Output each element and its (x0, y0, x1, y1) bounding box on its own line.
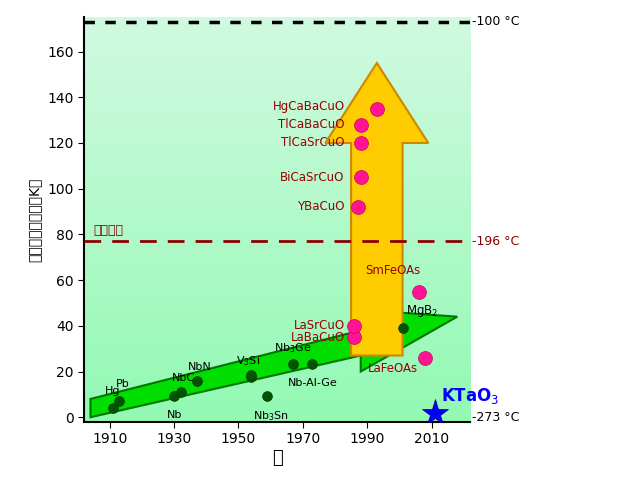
X-axis label: 年: 年 (272, 449, 282, 467)
Text: TlCaSrCuO: TlCaSrCuO (281, 136, 345, 149)
Text: Nb-Al-Ge: Nb-Al-Ge (287, 378, 337, 388)
Text: NbN: NbN (188, 362, 212, 372)
Text: MgB$_2$: MgB$_2$ (406, 303, 438, 319)
Text: LaBaCuO: LaBaCuO (291, 331, 345, 344)
Text: BiCaSrCuO: BiCaSrCuO (281, 171, 345, 184)
Text: NbC: NbC (172, 373, 196, 383)
Text: HgCaBaCuO: HgCaBaCuO (272, 100, 345, 113)
Text: Pb: Pb (116, 379, 130, 389)
Text: -273 °C: -273 °C (472, 411, 519, 424)
Text: KTaO$_3$: KTaO$_3$ (441, 386, 499, 406)
Polygon shape (325, 63, 428, 356)
Text: SmFeOAs: SmFeOAs (365, 264, 421, 277)
Text: Nb$_3$Ge: Nb$_3$Ge (274, 341, 312, 355)
Text: Hg: Hg (105, 386, 121, 396)
Text: YBaCuO: YBaCuO (297, 201, 345, 214)
Text: -100 °C: -100 °C (472, 15, 519, 28)
Text: -196 °C: -196 °C (472, 235, 519, 248)
Text: V$_3$Si: V$_3$Si (236, 354, 260, 368)
Text: LaSrCuO: LaSrCuO (294, 319, 345, 332)
Text: Nb$_3$Sn: Nb$_3$Sn (253, 410, 289, 424)
Text: Nb: Nb (167, 410, 182, 420)
Text: LaFeOAs: LaFeOAs (368, 362, 418, 375)
Text: 液体窒素: 液体窒素 (94, 224, 124, 237)
Y-axis label: 超伝導転移温度（K）: 超伝導転移温度（K） (28, 177, 42, 262)
Polygon shape (91, 310, 457, 417)
Text: TlCaBaCuO: TlCaBaCuO (278, 118, 345, 131)
